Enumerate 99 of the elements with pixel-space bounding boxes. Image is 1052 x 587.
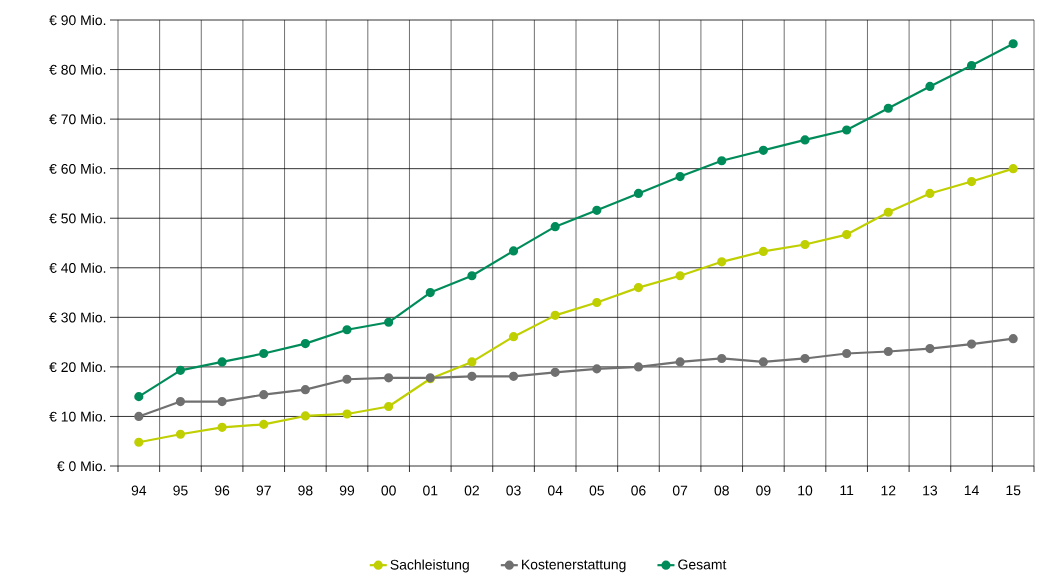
- point: [342, 409, 352, 419]
- point: [1008, 39, 1018, 49]
- x-tick-label: 99: [339, 485, 355, 496]
- point: [717, 353, 727, 364]
- x-tick-label: 02: [464, 485, 479, 496]
- x-tick-label: 08: [714, 485, 729, 496]
- point: [175, 396, 186, 407]
- point: [592, 297, 602, 308]
- point: [550, 367, 560, 377]
- point: [259, 390, 269, 400]
- point: [675, 271, 685, 281]
- point: [467, 371, 477, 381]
- x-tick-label: 13: [923, 485, 938, 496]
- point: [883, 346, 893, 357]
- point: [842, 348, 852, 359]
- legend-label: Gesamt: [678, 559, 727, 570]
- x-tick-label: 11: [840, 485, 854, 496]
- point: [675, 357, 685, 367]
- x-tick-label: 94: [131, 485, 147, 496]
- point: [425, 287, 435, 298]
- point: [758, 246, 768, 257]
- point: [342, 374, 352, 384]
- x-tick-label: 04: [547, 485, 563, 496]
- x-tick-label: 07: [672, 485, 688, 496]
- point: [592, 364, 602, 374]
- point: [800, 353, 810, 364]
- point: [842, 125, 852, 135]
- y-tick-label: € 20 Mio.: [49, 361, 106, 373]
- point: [342, 325, 352, 335]
- x-tick-label: 98: [298, 485, 313, 496]
- point: [259, 348, 269, 359]
- x-tick-label: 05: [589, 485, 604, 496]
- point: [217, 422, 227, 432]
- point: [883, 207, 893, 217]
- x-tick-label: 03: [506, 485, 521, 496]
- point: [134, 437, 144, 447]
- point: [384, 401, 394, 412]
- point: [758, 145, 768, 155]
- point: [175, 429, 186, 439]
- point: [508, 246, 519, 256]
- point: [1008, 164, 1018, 174]
- point: [467, 271, 477, 281]
- x-tick-label: 01: [423, 485, 438, 496]
- y-tick-label: € 50 Mio.: [49, 213, 106, 224]
- x-tick-label: 10: [798, 485, 813, 496]
- point: [675, 172, 685, 182]
- point: [966, 339, 977, 349]
- point: [550, 310, 560, 320]
- point: [633, 362, 644, 372]
- x-tick-label: 14: [964, 485, 979, 496]
- point: [633, 283, 644, 293]
- point: [217, 357, 227, 367]
- point: [300, 411, 310, 421]
- point: [925, 188, 935, 199]
- x-tick-label: 12: [881, 485, 896, 496]
- legend-label: Kostenerstattung: [522, 559, 626, 573]
- x-tick-label: 06: [631, 485, 646, 496]
- y-tick-label: € 10 Mio.: [49, 411, 106, 422]
- point: [134, 411, 144, 422]
- legend-label: Sachleistung: [390, 559, 469, 573]
- point: [717, 156, 727, 166]
- point: [508, 332, 519, 342]
- point: [925, 81, 935, 91]
- x-tick-label: 97: [256, 485, 271, 496]
- x-tick-label: 95: [173, 485, 188, 496]
- x-tick-label: 96: [214, 485, 230, 496]
- point: [800, 135, 810, 145]
- x-tick-label: 00: [381, 485, 396, 496]
- point: [384, 317, 394, 327]
- y-tick-label: € 80 Mio.: [49, 64, 106, 75]
- point: [717, 257, 727, 267]
- point: [550, 222, 560, 232]
- point: [259, 419, 269, 429]
- y-tick-label: € 0 Mio.: [56, 460, 106, 472]
- point: [842, 229, 852, 240]
- y-tick-label: € 60 Mio.: [49, 163, 106, 174]
- y-tick-label: € 70 Mio.: [49, 113, 106, 125]
- y-tick-label: € 90 Mio.: [49, 14, 106, 26]
- point: [883, 103, 893, 113]
- point: [633, 188, 644, 199]
- point: [300, 339, 310, 349]
- point: [300, 385, 310, 395]
- point: [175, 365, 186, 375]
- point: [966, 61, 977, 71]
- point: [1008, 334, 1018, 344]
- point: [800, 239, 810, 250]
- y-tick-label: € 30 Mio.: [49, 312, 106, 323]
- point: [384, 373, 394, 383]
- x-tick-label: 09: [756, 485, 771, 496]
- point: [966, 176, 977, 187]
- point: [134, 392, 144, 402]
- point: [467, 357, 477, 367]
- point: [592, 205, 602, 215]
- point: [217, 396, 227, 407]
- point: [925, 343, 935, 354]
- point: [508, 371, 519, 381]
- y-tick-label: € 40 Mio.: [49, 262, 106, 273]
- point: [758, 357, 768, 367]
- x-tick-label: 15: [1006, 485, 1021, 496]
